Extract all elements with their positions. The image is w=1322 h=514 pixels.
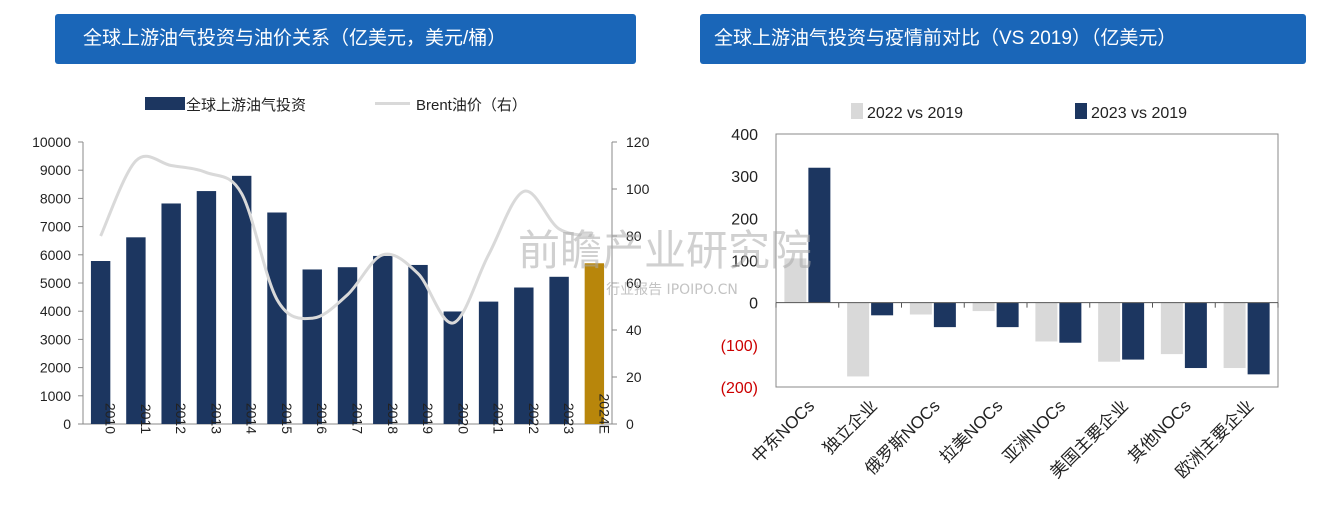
x-tick-label: 独立企业 [819,396,881,458]
left-chart-title: 全球上游油气投资与油价关系（亿美元，美元/桶） [55,14,636,64]
bar-2023-vs-2019 [1184,302,1207,369]
legend-label-brent: Brent油价（右） [416,97,527,114]
legend-swatch-2023 [1075,103,1087,119]
y-tick-label: 400 [731,127,758,144]
y-tick-label: 7000 [40,219,71,235]
right-chart-title: 全球上游油气投资与疫情前对比（VS 2019）（亿美元） [700,14,1306,64]
x-tick-label: 2020 [455,403,471,434]
investment-bar [90,261,111,424]
legend-label-investment: 全球上游油气投资 [186,96,306,114]
y-tick-label: 3000 [40,331,71,347]
bar-2023-vs-2019 [933,302,956,328]
watermark-sub: 行业报告 IPOIPO.CN [606,282,738,298]
y2-tick-label: 0 [626,416,634,432]
watermark: 前瞻产业研究院 行业报告 IPOIPO.CN [518,226,812,298]
left-chart: 0100020003000400050006000700080009000100… [32,96,650,434]
y-tick-label: 9000 [40,162,71,178]
y-tick-label: 300 [731,169,758,186]
y2-tick-label: 80 [626,228,642,244]
x-tick-label: 2024E [596,394,612,434]
x-tick-label: 拉美NOCs [936,396,1006,466]
bar-2022-vs-2019 [1035,302,1058,342]
y2-tick-label: 40 [626,322,642,338]
bar-2022-vs-2019 [1223,302,1246,369]
y2-tick-label: 100 [626,181,650,197]
y2-tick-label: 120 [626,134,650,150]
bar-2023-vs-2019 [1247,302,1270,375]
investment-bar [196,191,217,424]
legend-swatch-investment [145,97,185,110]
bar-2023-vs-2019 [1122,302,1145,360]
bar-2022-vs-2019 [847,302,870,377]
investment-bar [514,287,534,424]
bar-2023-vs-2019 [996,302,1019,328]
legend-swatch-2022 [851,103,863,119]
investment-bar [584,263,605,424]
x-tick-label: 2011 [138,404,154,434]
bar-2022-vs-2019 [1098,302,1121,362]
plot-frame [775,133,1279,388]
x-tick-label: 2022 [526,403,542,434]
x-tick-label: 2014 [244,403,260,434]
legend-label-2023: 2023 vs 2019 [1091,105,1187,122]
x-tick-label: 2019 [420,403,436,434]
y-tick-label: 4000 [40,303,71,319]
investment-bar [302,269,322,424]
y-tick-label: 2000 [40,360,71,376]
bar-2022-vs-2019 [1160,302,1183,355]
investment-bar [373,255,393,424]
brent-price-line [99,154,595,325]
y-tick-label: 200 [731,211,758,228]
bar-2022-vs-2019 [784,258,807,303]
x-tick-label: 中东NOCs [748,396,818,466]
y-tick-label: 0 [63,416,71,432]
bar-2023-vs-2019 [1059,302,1082,343]
bar-2023-vs-2019 [871,302,894,316]
y-tick-label: 8000 [40,190,71,206]
investment-bar [549,276,569,424]
y2-tick-label: 60 [626,275,642,291]
investment-bar [267,212,287,424]
investment-bar [232,175,252,424]
bar-2022-vs-2019 [909,302,932,315]
x-tick-label: 2012 [173,403,189,434]
investment-bar [161,203,181,424]
y-tick-label: 0 [749,296,758,313]
y2-tick-label: 20 [626,369,642,385]
x-tick-label: 2013 [208,403,224,434]
y-tick-label: 10000 [32,134,71,150]
y-tick-label: (100) [721,338,758,355]
y-tick-label: (200) [721,380,758,397]
y-tick-label: 1000 [40,388,71,404]
x-tick-label: 2016 [314,403,330,434]
y-tick-label: 6000 [40,247,71,263]
investment-bar [478,301,499,424]
x-tick-label: 2021 [491,403,507,434]
investment-bar [126,237,146,424]
investment-bar [443,311,463,424]
x-tick-label: 2018 [385,403,401,434]
legend-label-2022: 2022 vs 2019 [867,105,963,122]
x-tick-label: 2017 [350,403,366,434]
investment-bar [337,267,358,424]
watermark-main: 前瞻产业研究院 [518,226,812,275]
x-tick-label: 2010 [103,403,119,434]
x-tick-label: 2023 [561,403,577,434]
bar-2022-vs-2019 [972,302,995,312]
y-tick-label: 5000 [40,275,71,291]
investment-bar [408,264,428,424]
x-tick-label: 2015 [279,403,295,434]
bar-2023-vs-2019 [808,167,831,303]
y-tick-label: 100 [731,254,758,271]
